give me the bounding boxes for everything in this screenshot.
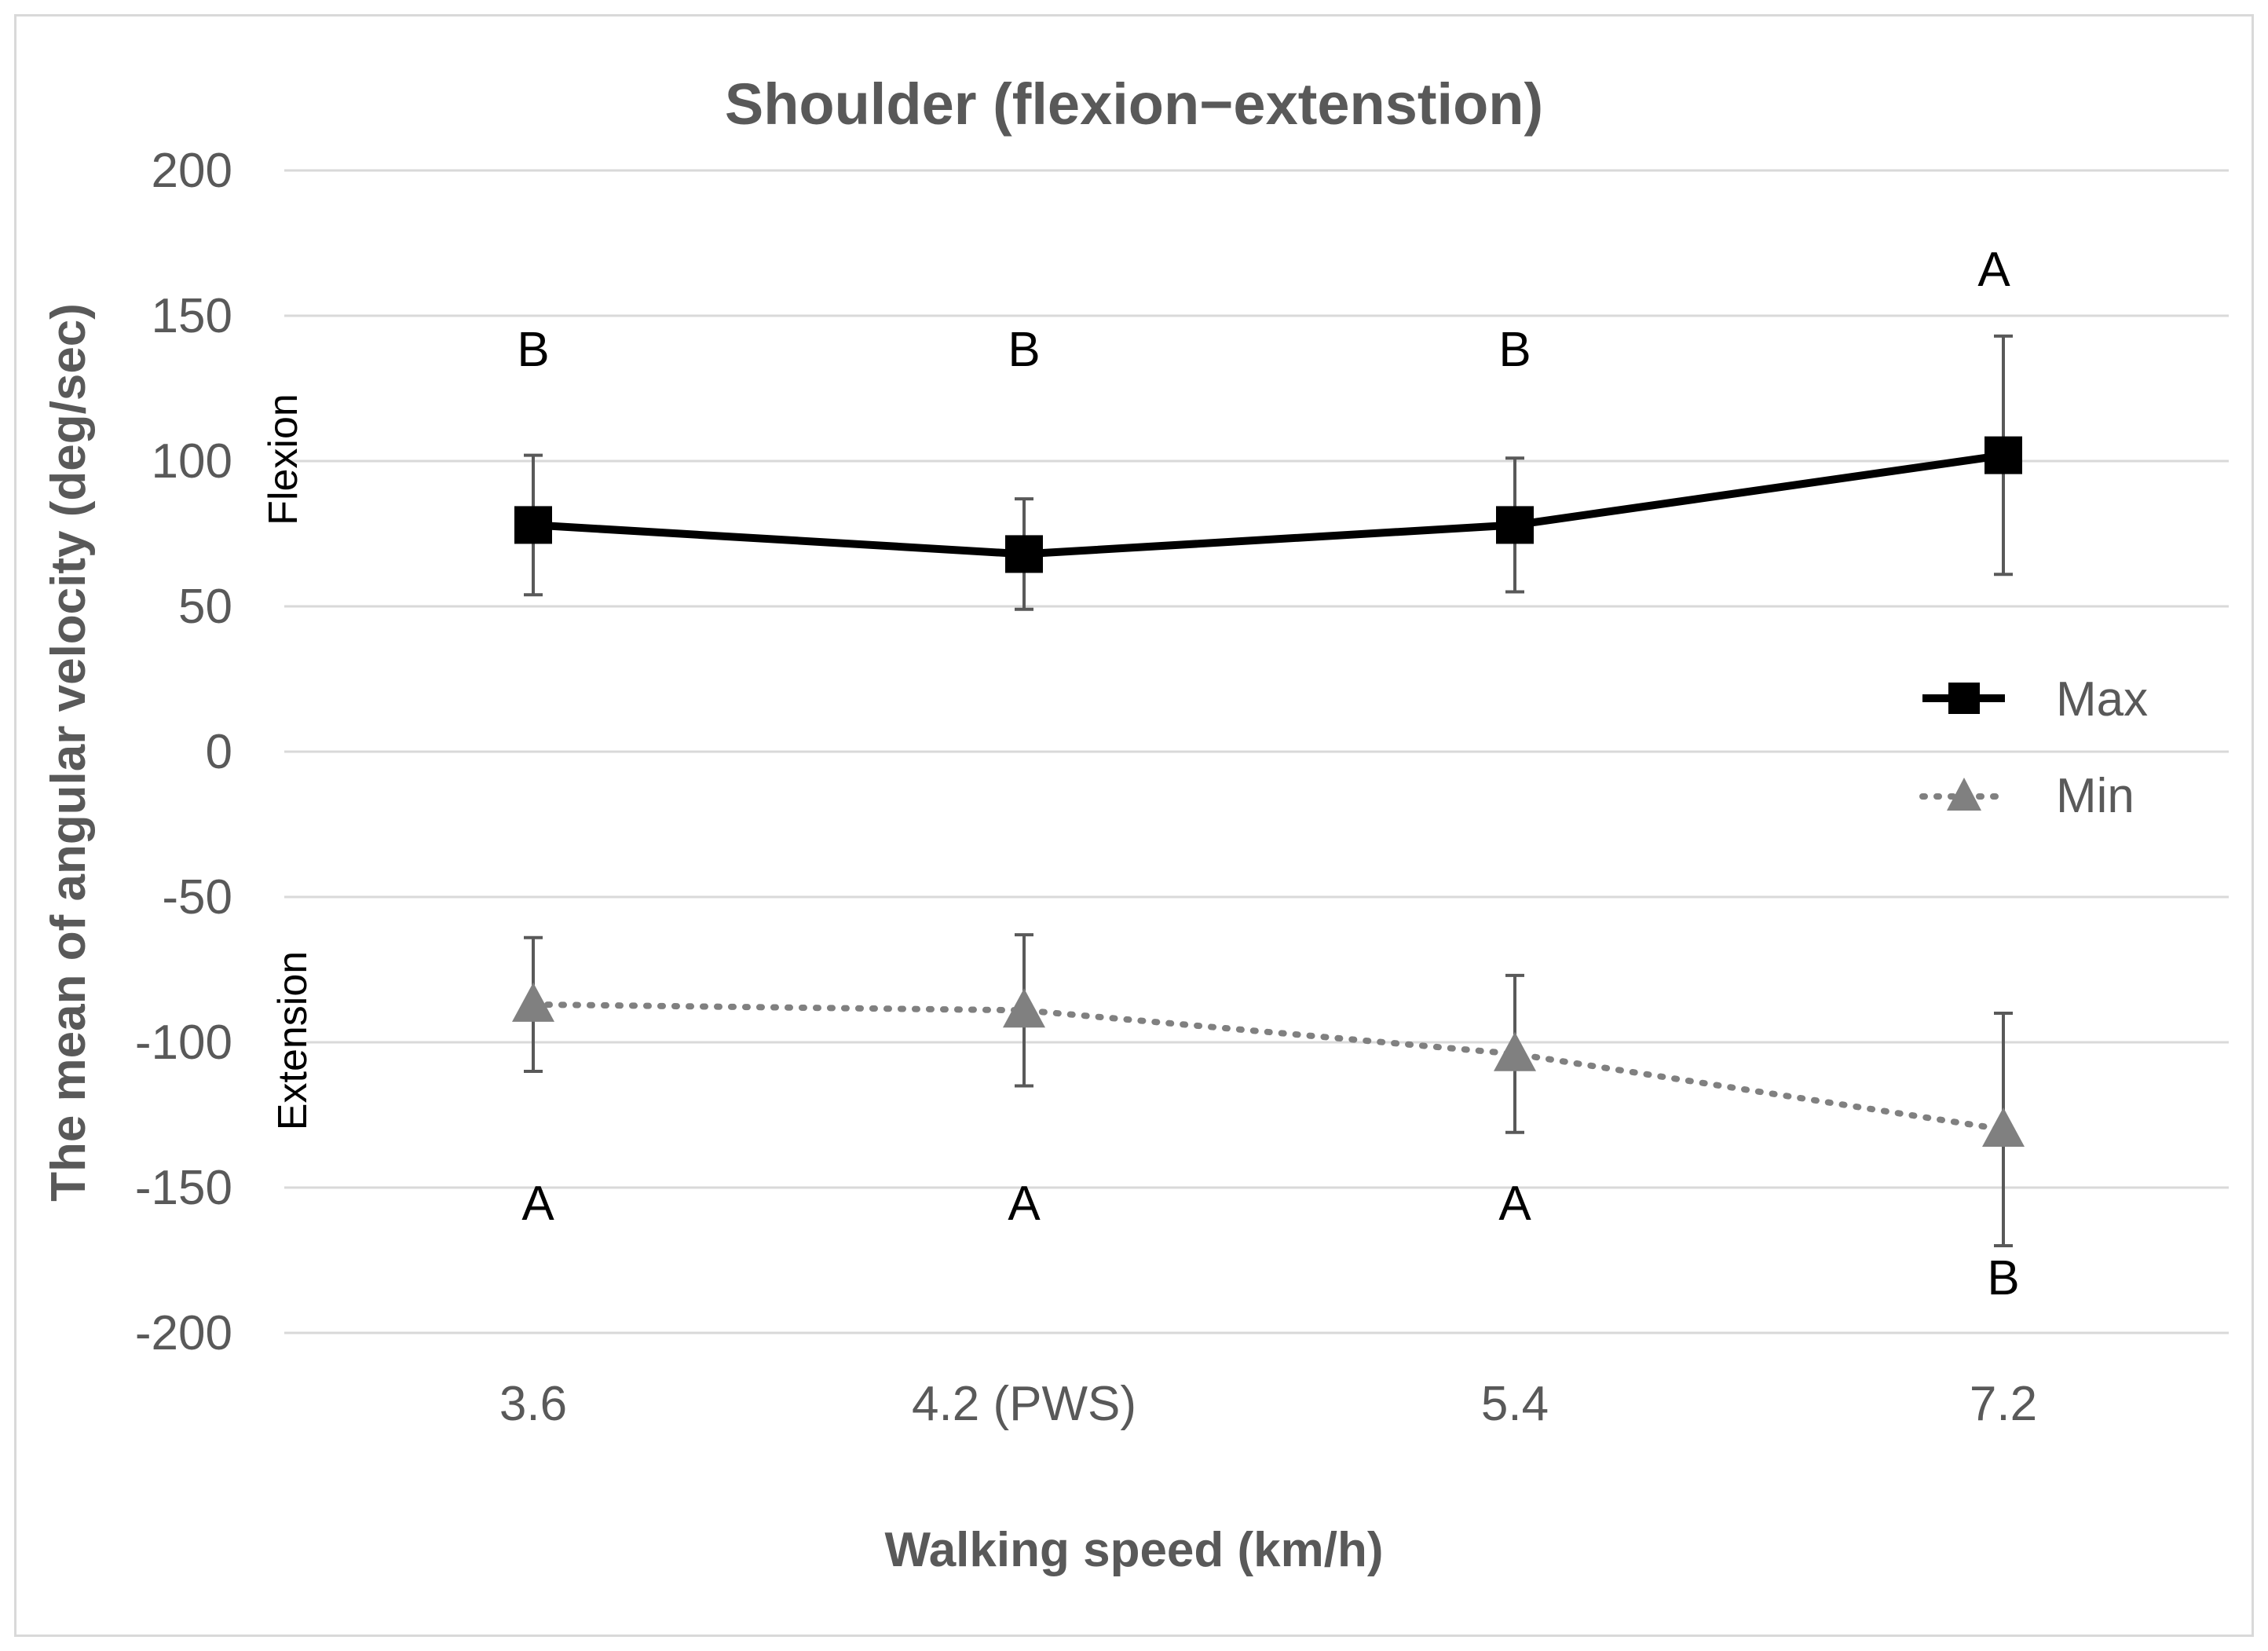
x-axis-label: Walking speed (km/h) — [884, 1523, 1383, 1577]
series-line-max — [532, 451, 2004, 558]
y-tick-label: 150 — [152, 289, 232, 343]
significance-letter: B — [1987, 1251, 2019, 1305]
chart-frame — [14, 14, 2254, 1637]
series-max — [514, 334, 2022, 611]
significance-letter: A — [1977, 243, 2010, 297]
x-tick-label: 7.2 — [1970, 1377, 2037, 1431]
legend-max-marker — [1948, 683, 1980, 714]
data-point-max — [1985, 436, 2022, 474]
x-tick-label: 3.6 — [499, 1377, 567, 1431]
significance-letter: A — [1008, 1177, 1041, 1231]
x-axis-ticks: 3.6 4.2 (PWS) 5.4 7.2 — [499, 1377, 2037, 1431]
gridlines — [284, 169, 2229, 1334]
significance-letter: A — [1498, 1177, 1531, 1231]
y-axis-label: The mean of angular velocity (deg/sec) — [42, 303, 96, 1202]
data-point-min — [1494, 1031, 1536, 1071]
extension-region-label: Extension — [270, 951, 316, 1130]
flexion-region-label: Flexion — [261, 394, 306, 525]
series-min — [512, 933, 2025, 1247]
data-point-max — [1496, 506, 1534, 544]
y-tick-label: 200 — [152, 144, 232, 198]
significance-letter: B — [517, 323, 549, 377]
data-point-min — [512, 982, 554, 1022]
significance-letter: B — [1498, 323, 1531, 377]
legend-min-marker — [1947, 778, 1981, 811]
chart-title: Shoulder (flexion−extenstion) — [725, 71, 1543, 137]
legend-item-max: Max — [1922, 672, 2148, 727]
y-tick-label: 100 — [152, 434, 232, 489]
legend: Max Min — [1919, 672, 2148, 823]
legend-min-label: Min — [2056, 769, 2134, 823]
legend-max-label: Max — [2056, 672, 2148, 727]
y-tick-label: -200 — [135, 1306, 232, 1360]
y-tick-label: 50 — [178, 580, 232, 634]
y-tick-label: 0 — [206, 725, 232, 779]
data-point-min — [1982, 1107, 2025, 1147]
y-tick-label: -50 — [162, 870, 232, 924]
significance-letter: A — [521, 1177, 554, 1231]
series — [512, 334, 2025, 1247]
y-tick-label: -100 — [135, 1016, 232, 1070]
data-point-min — [1003, 988, 1045, 1028]
significance-letter: B — [1008, 323, 1040, 377]
y-tick-label: -150 — [135, 1161, 232, 1215]
x-tick-label: 4.2 (PWS) — [912, 1377, 1136, 1431]
data-point-max — [1005, 535, 1043, 573]
significance-letters: B B B A A A A B — [517, 243, 2019, 1305]
legend-item-min: Min — [1919, 769, 2134, 823]
data-point-max — [514, 506, 552, 544]
series-line-min — [530, 1001, 2006, 1133]
x-tick-label: 5.4 — [1481, 1377, 1549, 1431]
y-axis-ticks: 200 150 100 50 0 -50 -100 -150 -200 — [135, 144, 232, 1360]
